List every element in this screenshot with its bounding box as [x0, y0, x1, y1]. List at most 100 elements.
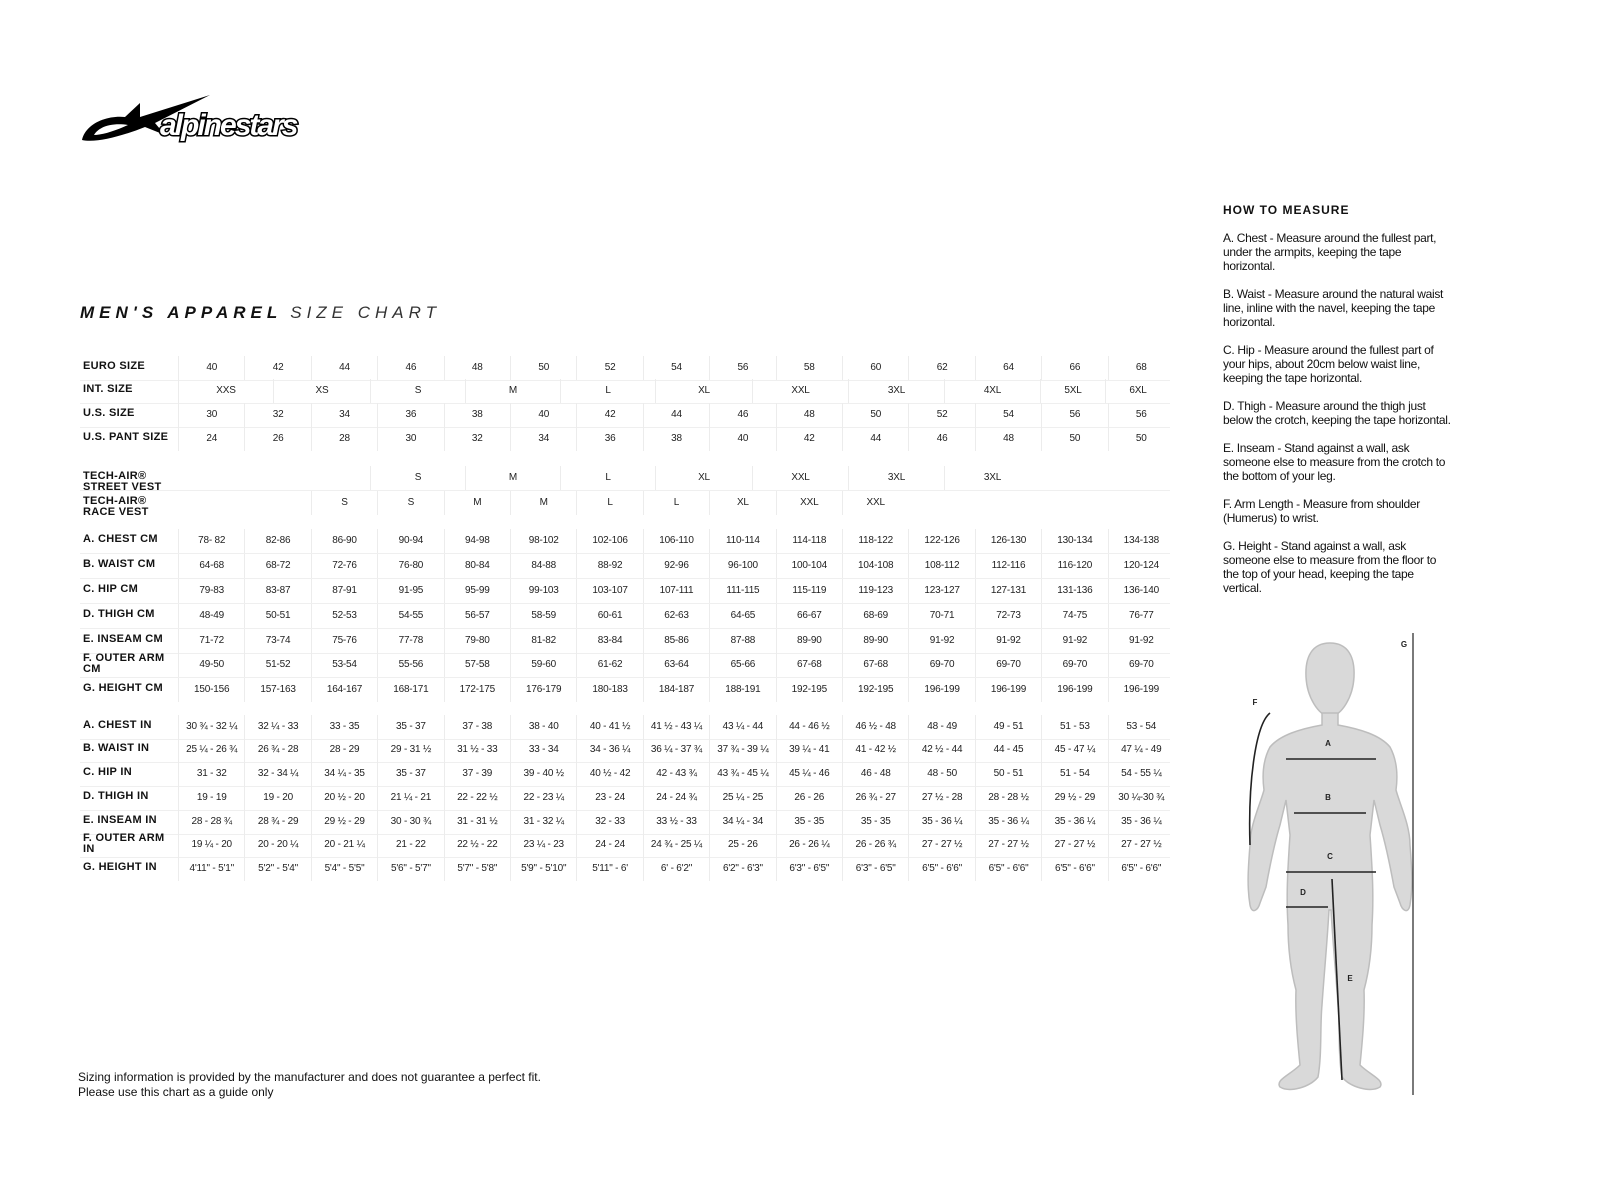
table-cell: 22 - 22 ½: [443, 786, 510, 810]
table-cell: S: [370, 466, 465, 490]
table-cell: 49-50: [178, 653, 244, 677]
table-cell: [244, 491, 310, 515]
table-cell: 27 - 27 ½: [974, 833, 1041, 857]
table-cell: 83-84: [576, 629, 642, 653]
table-cell: 51 - 54: [1041, 762, 1107, 786]
table-cell: 46: [377, 356, 443, 380]
table-cell: 31 - 31 ½: [443, 810, 510, 834]
table-cell: 54: [642, 356, 709, 380]
table-cell: 104-108: [842, 554, 908, 578]
table-cell: 35 - 36 ¼: [974, 810, 1041, 834]
table-cell: [975, 491, 1041, 515]
table-cell: 35 - 35: [842, 810, 908, 834]
row-label: A. CHEST IN: [83, 719, 152, 731]
table-cell: 67-68: [842, 653, 908, 677]
row-label: U.S. PANT SIZE: [83, 431, 169, 443]
table-cell: 33 - 35: [310, 715, 377, 739]
table-cell: 42: [244, 356, 310, 380]
table-cell: 21 - 22: [377, 833, 443, 857]
table-cell: M: [510, 491, 576, 515]
table-cell: 49 - 51: [974, 715, 1041, 739]
table-cell: 37 ¾ - 39 ¼: [709, 738, 775, 762]
table-cell: 6'5" - 6'6": [974, 857, 1041, 881]
table-cell: 48-49: [178, 604, 244, 628]
table-row: B. WAIST CM 64-68 68-72 72-76 76-80 80-84 84-8…: [80, 554, 1170, 579]
table-cell: [908, 491, 974, 515]
body-measurement-figure: A B C D E F G: [1247, 633, 1414, 1095]
label-f: F: [1253, 698, 1258, 707]
table-cell: 26 ¾ - 27: [842, 786, 908, 810]
table-cell: 116-120: [1041, 554, 1107, 578]
table-cell: 39 - 40 ½: [510, 762, 576, 786]
table-cell: S: [310, 491, 377, 515]
table-cell: 87-88: [709, 629, 775, 653]
table-cell: XL: [709, 491, 775, 515]
table-cell: 43 ¾ - 45 ¼: [709, 762, 775, 786]
table-cell: 65-66: [709, 653, 775, 677]
table-cell: 95-99: [443, 579, 510, 603]
table-cell: 19 - 20: [244, 786, 310, 810]
table-cell: 5'4" - 5'5": [310, 857, 377, 881]
table-cell: 52-53: [310, 604, 377, 628]
row-label: U.S. SIZE: [83, 407, 135, 419]
table-cell: S: [370, 379, 465, 403]
table-cell: 52: [576, 356, 642, 380]
table-cell: 83-87: [244, 579, 310, 603]
table-cell: 46: [908, 427, 974, 451]
table-cell: S: [377, 491, 443, 515]
table-cell: 34 ¼ - 35: [310, 762, 377, 786]
table-cell: 192-195: [775, 678, 842, 702]
table-cell: 70-71: [908, 604, 974, 628]
table-cell: 56: [709, 356, 775, 380]
table-cell: XL: [655, 379, 752, 403]
table-cell: 28: [310, 427, 377, 451]
table-cell: 6'5" - 6'6": [1107, 857, 1174, 881]
row-label: EURO SIZE: [83, 360, 145, 372]
table-cell: 196-199: [1107, 678, 1174, 702]
table-cell: M: [443, 491, 510, 515]
table-cell: 44: [642, 403, 709, 427]
table-cell: 48 - 49: [908, 715, 974, 739]
table-cell: 54-55: [377, 604, 443, 628]
title-light: SIZE CHART: [290, 303, 441, 322]
table-cell: 69-70: [974, 653, 1041, 677]
table-cell: 60: [842, 356, 908, 380]
table-cell: 34 ¼ - 34: [709, 810, 775, 834]
row-label: F. OUTER ARM CM: [83, 652, 165, 675]
table-row: TECH-AIR® RACE VEST S S M M L L XL XXL XXL: [80, 491, 1170, 518]
table-cell: 42: [576, 403, 642, 427]
table-cell: 48: [775, 403, 842, 427]
table-cell: 33 - 34: [510, 738, 576, 762]
table-cell: 5'6" - 5'7": [377, 857, 443, 881]
table-cell: 32 - 34 ¼: [244, 762, 310, 786]
row-label: D. THIGH CM: [83, 608, 155, 620]
table-cell: XXS: [178, 379, 273, 403]
table-cell: 108-112: [908, 554, 974, 578]
row-label: INT. SIZE: [83, 383, 133, 395]
table-cell: 52: [908, 403, 974, 427]
table-cell: 107-111: [642, 579, 709, 603]
table-cell: 50: [510, 356, 576, 380]
table-row: U.S. SIZE 30 32 34 36 38 40 42 44 46 48 50 52 54 56 56: [80, 403, 1170, 428]
table-cell: 81-82: [510, 629, 576, 653]
table-cell: 37 - 39: [443, 762, 510, 786]
table-cell: 33 ½ - 33: [642, 810, 709, 834]
table-cell: 32 ¼ - 33: [244, 715, 310, 739]
table-cell: 79-83: [178, 579, 244, 603]
row-label: G. HEIGHT CM: [83, 682, 163, 694]
table-cell: 176-179: [510, 678, 576, 702]
table-cell: 29 ½ - 29: [1041, 786, 1107, 810]
table-cell: 184-187: [642, 678, 709, 702]
table-cell: 54: [974, 403, 1041, 427]
table-cell: 131-136: [1041, 579, 1107, 603]
label-b: B: [1325, 793, 1331, 802]
row-label: D. THIGH IN: [83, 790, 149, 802]
table-cell: 23 - 24: [576, 786, 642, 810]
table-cell: 168-171: [377, 678, 443, 702]
table-cell: 32 - 33: [576, 810, 642, 834]
table-cell: 110-114: [709, 529, 775, 553]
table-cell: 47 ¼ - 49: [1107, 738, 1174, 762]
table-cell: 45 ¼ - 46: [775, 762, 842, 786]
table-cell: 192-195: [842, 678, 908, 702]
table-cell: 42: [775, 427, 842, 451]
